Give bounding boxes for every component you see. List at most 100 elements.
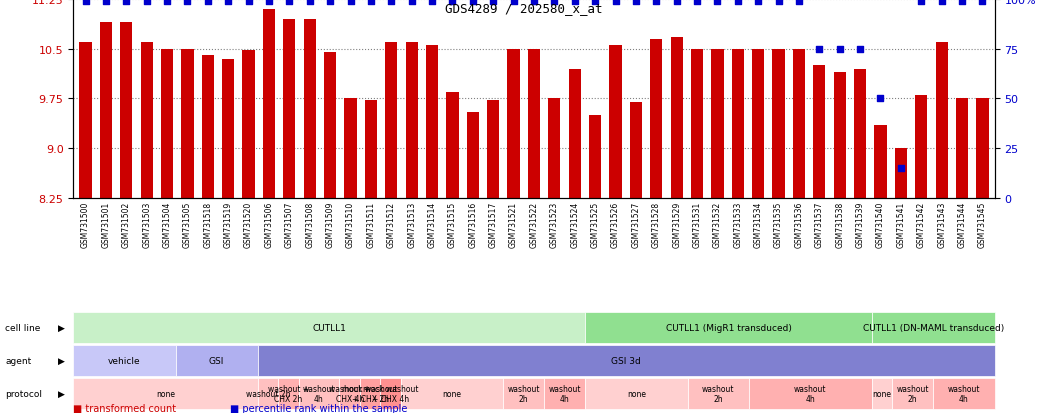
Point [811,46,828,53]
Bar [487,101,499,198]
Point [424,0,441,5]
Text: washout
4h: washout 4h [303,384,335,403]
Bar [202,56,214,198]
Point [383,0,400,5]
Point [281,0,297,5]
Point [750,0,766,5]
Text: washout
2h: washout 2h [896,384,929,403]
Point [607,0,624,5]
Bar [569,69,581,198]
Text: cell line: cell line [5,323,41,332]
Text: mock washout
+ CHX 2h: mock washout + CHX 2h [342,384,398,403]
Point [220,0,237,5]
Text: CUTLL1: CUTLL1 [312,323,347,332]
Text: washout +
CHX 4h: washout + CHX 4h [329,384,371,403]
Bar [915,96,928,198]
Bar [364,100,377,198]
Bar [936,43,948,198]
Point [933,0,950,5]
Bar [814,66,825,198]
Text: washout
2h: washout 2h [508,384,540,403]
Bar [732,50,744,198]
Text: none: none [627,389,646,398]
Bar [589,116,601,198]
Point [771,0,787,5]
Text: protocol: protocol [5,389,42,398]
Point [97,0,114,5]
Text: washout +
CHX 2h: washout + CHX 2h [268,384,309,403]
Point [465,0,482,5]
Text: ▶: ▶ [58,389,65,398]
Text: CUTLL1 (DN-MAML transduced): CUTLL1 (DN-MAML transduced) [863,323,1004,332]
Point [321,0,338,5]
Bar [630,102,642,198]
Bar [670,38,683,198]
Text: washout
4h: washout 4h [948,384,980,403]
Text: ▶: ▶ [58,356,65,365]
Text: vehicle: vehicle [108,356,140,365]
Bar [324,53,336,198]
Point [118,0,135,5]
Point [362,0,379,5]
Bar [833,73,846,198]
Bar [752,50,764,198]
Point [648,0,665,5]
Point [403,0,420,5]
Point [730,0,747,5]
Point [913,0,930,5]
Bar [549,99,560,198]
Text: mock washout
+ CHX 4h: mock washout + CHX 4h [363,384,419,403]
Bar [243,51,254,198]
Point [261,0,277,5]
Point [485,0,502,5]
Point [566,0,583,5]
Point [526,0,542,5]
Bar [711,50,723,198]
Bar [120,23,132,198]
Text: GDS4289 / 202580_x_at: GDS4289 / 202580_x_at [445,2,602,15]
Bar [650,40,663,198]
Bar [609,46,622,198]
Point [199,0,216,5]
Text: ■ transformed count: ■ transformed count [73,403,176,413]
Point [689,0,706,5]
Bar [161,50,173,198]
Text: none: none [872,389,892,398]
Point [872,96,889,102]
Point [77,0,94,5]
Bar [895,149,907,198]
Bar [426,46,438,198]
Bar [140,43,153,198]
Point [852,46,869,53]
Point [342,0,359,5]
Bar [874,126,887,198]
Bar [446,93,459,198]
Point [709,0,726,5]
Point [586,0,603,5]
Point [831,46,848,53]
Point [892,165,909,172]
Point [627,0,644,5]
Point [179,0,196,5]
Text: GSI: GSI [209,356,224,365]
Point [240,0,257,5]
Bar [344,99,357,198]
Bar [691,50,704,198]
Point [444,0,461,5]
Bar [405,43,418,198]
Bar [528,50,540,198]
Text: CUTLL1 (MigR1 transduced): CUTLL1 (MigR1 transduced) [666,323,792,332]
Bar [956,99,968,198]
Text: washout 2h: washout 2h [246,389,290,398]
Text: agent: agent [5,356,31,365]
Point [159,0,176,5]
Text: GSI 3d: GSI 3d [611,356,641,365]
Bar [80,43,92,198]
Point [974,0,990,5]
Bar [773,50,784,198]
Text: ▶: ▶ [58,323,65,332]
Text: none: none [156,389,175,398]
Bar [467,112,478,198]
Bar [854,69,866,198]
Bar [793,50,805,198]
